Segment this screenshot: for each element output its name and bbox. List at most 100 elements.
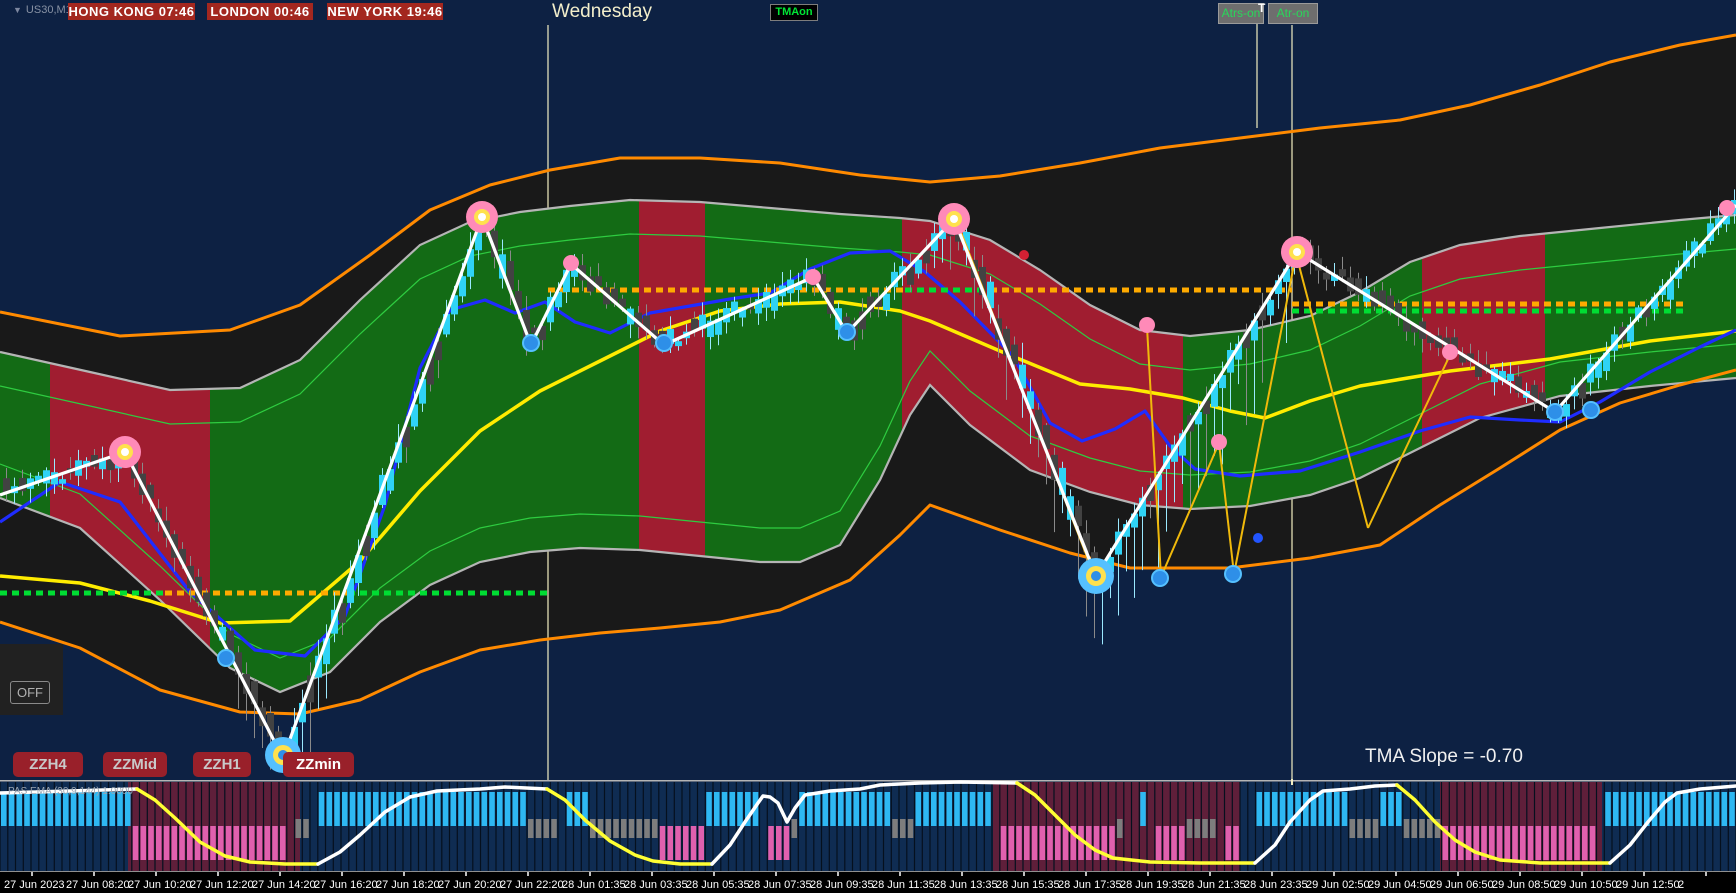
- candle-body: [1123, 524, 1130, 537]
- candle-body: [107, 459, 114, 471]
- histogram-bar-up: [1698, 792, 1704, 826]
- candle-body: [451, 295, 458, 315]
- histogram-bar-up: [473, 792, 480, 826]
- minor-low-marker: [1151, 569, 1169, 587]
- histogram-bar-up: [117, 792, 123, 826]
- minor-low-marker: [655, 334, 673, 352]
- axis-label: 28 Jun 13:35: [934, 879, 998, 891]
- axis-label: 29 Jun 10:50: [1554, 879, 1618, 891]
- histogram-bar-up: [24, 792, 30, 826]
- zigzag-mid-button[interactable]: ZZMid: [103, 752, 167, 777]
- candle-body: [923, 250, 930, 264]
- zigzag-h1-button[interactable]: ZZH1: [193, 752, 251, 777]
- tma-toggle-button[interactable]: TMAon: [770, 4, 818, 21]
- histogram-bar-neutral: [1403, 819, 1410, 838]
- axis-label: 28 Jun 09:35: [810, 879, 874, 891]
- histogram-bar-up: [1256, 792, 1263, 826]
- candle-body: [587, 276, 594, 292]
- candle-body: [1283, 268, 1290, 282]
- symbol-timeframe-label[interactable]: ▼ US30,M15: [13, 4, 78, 16]
- histogram-bar-up: [520, 792, 526, 826]
- histogram-bar-up: [94, 792, 100, 826]
- histogram-bar-up: [721, 792, 728, 826]
- candle-body: [315, 655, 322, 678]
- candle-body: [1395, 302, 1402, 318]
- candle-body: [1507, 373, 1514, 381]
- minor-low-marker: [522, 334, 540, 352]
- histogram-bar-up: [737, 792, 743, 826]
- candle-body: [899, 266, 906, 276]
- candle-body: [1475, 363, 1482, 377]
- histogram-bar-up: [946, 792, 953, 826]
- histogram-bar-down: [171, 826, 178, 860]
- candle-body: [699, 314, 706, 329]
- histogram-bar-down: [210, 826, 216, 860]
- histogram-bar-neutral: [1419, 819, 1425, 838]
- candle-body: [739, 309, 746, 318]
- histogram-bar-up: [1721, 792, 1728, 826]
- candle-body: [435, 341, 442, 361]
- histogram-bar-up: [419, 792, 426, 826]
- zigzag-h4-button[interactable]: ZZH4: [13, 752, 83, 777]
- histogram-bar-up: [70, 792, 77, 826]
- histogram-bar-up: [884, 792, 891, 826]
- histogram-bar-down: [1171, 826, 1177, 860]
- minor-low-marker: [838, 323, 856, 341]
- histogram-bar-up: [125, 792, 131, 826]
- histogram-bar-up: [574, 792, 581, 826]
- candle-body: [1699, 243, 1706, 254]
- histogram-bar-up: [807, 792, 813, 826]
- candle-body: [1635, 307, 1642, 319]
- histogram-bar-up: [396, 792, 402, 826]
- histogram-bar-neutral: [528, 819, 534, 838]
- histogram-bar-down: [683, 826, 689, 860]
- minor-low-marker: [1582, 401, 1600, 419]
- histogram-bar-down: [1496, 826, 1503, 860]
- zigzag-white-line: [0, 203, 1736, 760]
- axis-label: 29 Jun 08:50: [1492, 879, 1556, 891]
- histogram-bar-down: [179, 826, 185, 860]
- candle-body: [1275, 280, 1282, 295]
- histogram-bar-up: [931, 792, 937, 826]
- histogram-bar-up: [1388, 792, 1394, 826]
- candle-body: [355, 555, 362, 584]
- histogram-bar-up: [1651, 792, 1658, 826]
- histogram-bar-up: [481, 792, 488, 826]
- histogram-bar-down: [256, 826, 263, 860]
- atr-toggle-button[interactable]: Atr-on: [1268, 3, 1318, 24]
- candle-body: [411, 404, 418, 427]
- histogram-bar-up: [442, 792, 449, 826]
- histogram-bar-up: [799, 792, 805, 826]
- major-high-marker-core: [121, 448, 129, 456]
- candle-body: [715, 318, 722, 335]
- histogram-bar-up: [450, 792, 457, 826]
- histogram-bar-neutral: [1434, 819, 1441, 838]
- candle-body: [403, 426, 410, 448]
- axis-label: 28 Jun 15:35: [996, 879, 1060, 891]
- atrs-toggle-button[interactable]: Atrs-on: [1218, 3, 1264, 24]
- histogram-bar-down: [280, 826, 286, 860]
- histogram-bar-up: [1644, 792, 1650, 826]
- histogram-bar-up: [1675, 792, 1681, 826]
- histogram-bar-up: [349, 792, 356, 826]
- candle-body: [1627, 324, 1634, 342]
- zigzag-min-button[interactable]: ZZmin: [283, 752, 354, 777]
- candle-body: [3, 478, 10, 494]
- candle-body: [547, 296, 554, 323]
- candle-body: [1107, 557, 1114, 572]
- histogram-bar-up: [1729, 792, 1735, 826]
- histogram-bar-up: [1, 792, 7, 826]
- histogram-bar-neutral: [295, 819, 302, 838]
- off-button[interactable]: OFF: [10, 681, 50, 704]
- candle-body: [1323, 272, 1330, 280]
- histogram-bar-down: [1450, 826, 1456, 860]
- histogram-bar-up: [822, 792, 829, 826]
- histogram-bar-up: [1279, 792, 1286, 826]
- histogram-bar-up: [845, 792, 852, 826]
- histogram-bar-down: [1551, 826, 1557, 860]
- histogram-bar-neutral: [605, 819, 612, 838]
- histogram-bar-up: [1620, 792, 1627, 826]
- candle-body: [1403, 318, 1410, 332]
